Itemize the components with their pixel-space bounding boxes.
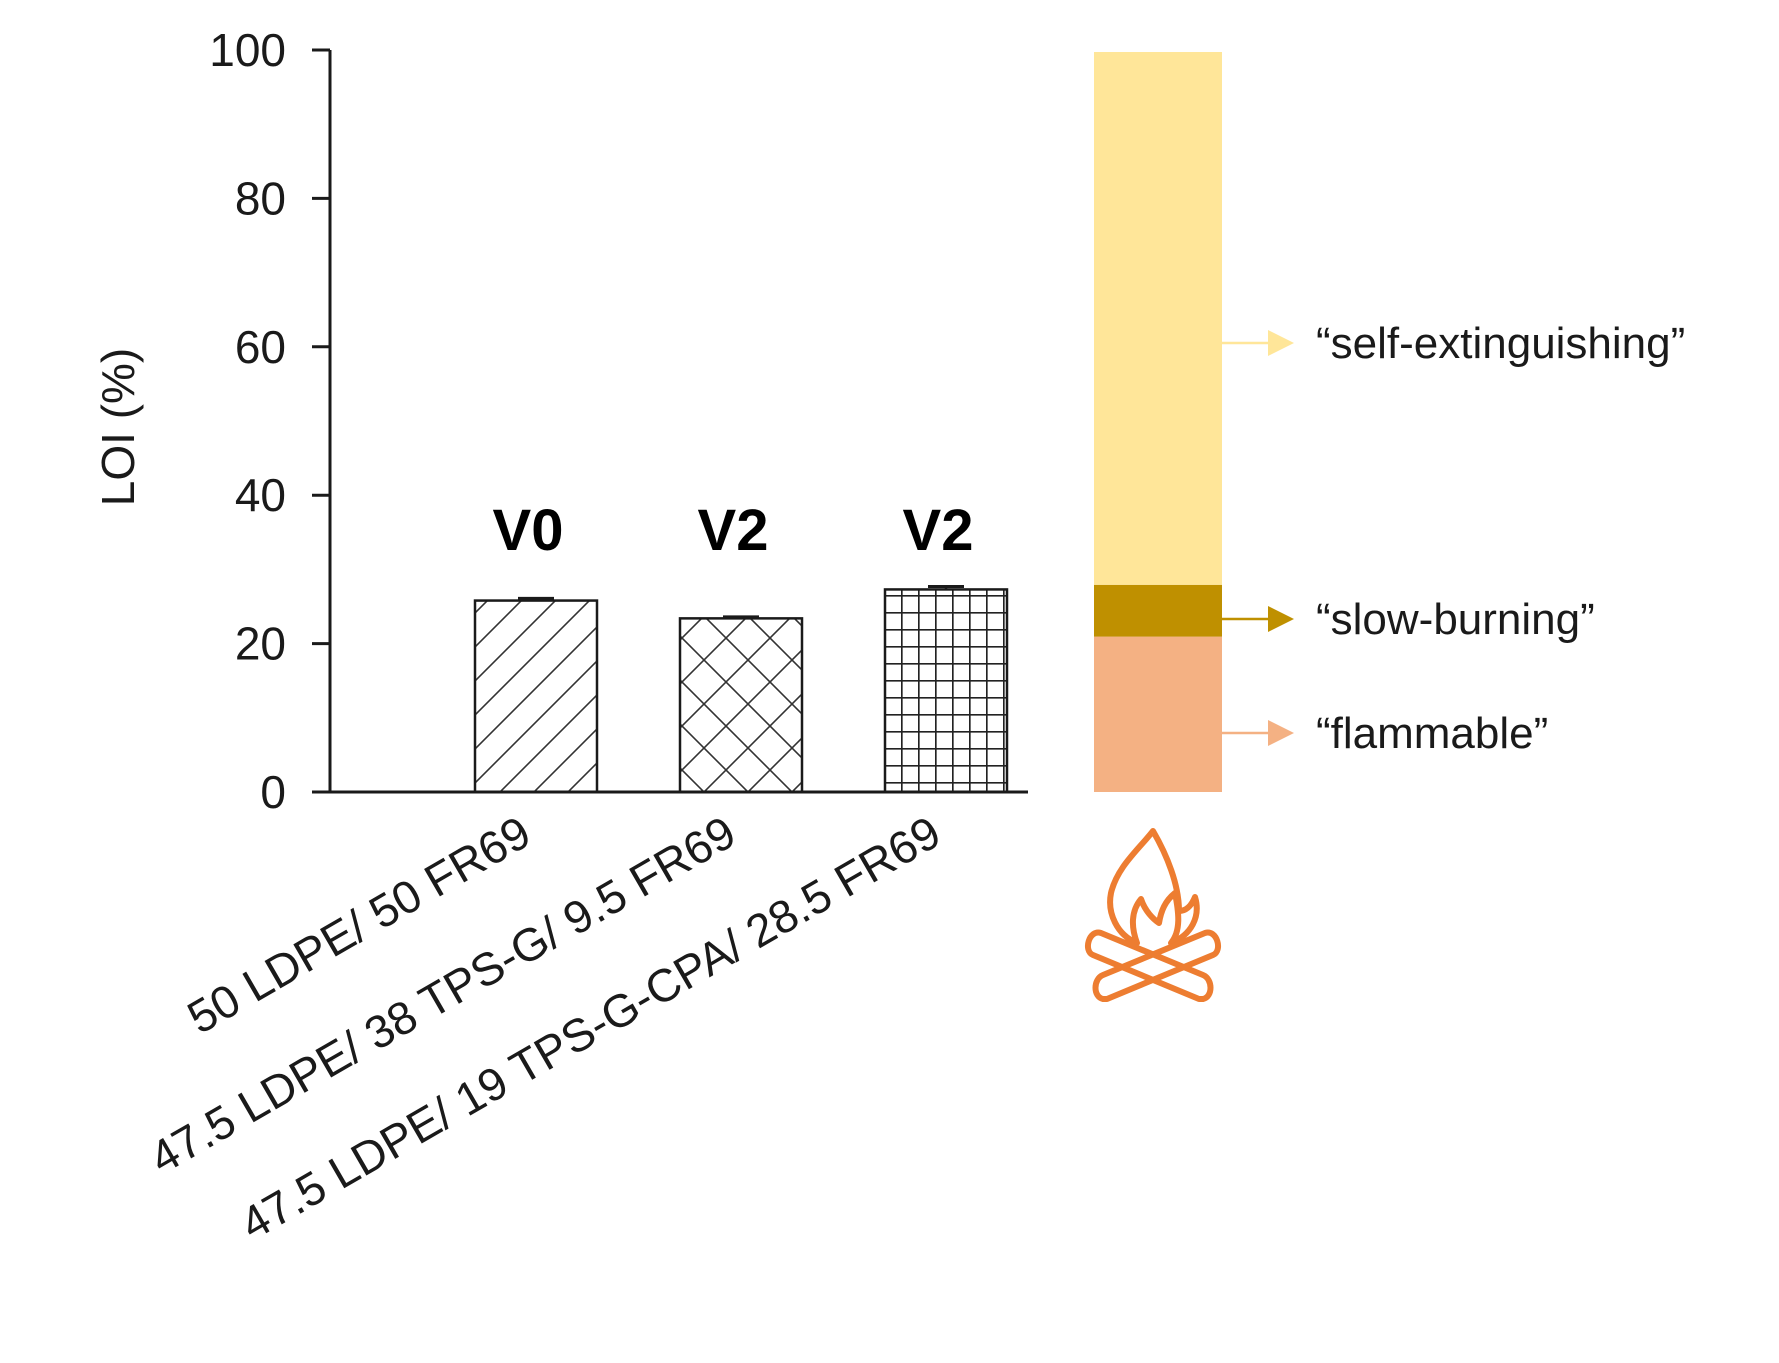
y-tick-label-5: 100 (209, 24, 286, 76)
y-axis-title: LOI (%) (92, 348, 144, 506)
y-tick-label-1: 20 (235, 618, 286, 670)
y-tick-label-3: 60 (235, 321, 286, 373)
y-ticks: 0 20 40 60 80 100 (209, 24, 330, 818)
bar-1 (678, 617, 804, 794)
bar-0 (473, 599, 599, 794)
zone-arrow-head-0 (1268, 720, 1294, 746)
ratings: V0 V2 V2 (493, 498, 974, 563)
plot-area: 0 20 40 60 80 100 LOI (%) V0 V2 V2 50 LDPE/ 50 … (92, 24, 1028, 1250)
flame-outer-icon (1107, 828, 1200, 946)
zone-label-1: “slow-burning” (1316, 595, 1595, 644)
zone-label-0: “flammable” (1316, 709, 1548, 758)
campfire-icon (1084, 828, 1222, 1002)
zone-0 (1094, 636, 1222, 792)
flammability-labels: “flammable” “slow-burning” “self-extinguis… (1222, 319, 1685, 758)
category-label-0: 50 LDPE/ 50 FR69 (179, 806, 539, 1044)
log-right-icon (1092, 929, 1222, 1002)
zone-arrow-head-1 (1268, 606, 1294, 632)
zone-arrow-head-2 (1268, 330, 1294, 356)
rating-label-0: V0 (493, 498, 564, 563)
flammability-scale (1094, 52, 1222, 792)
rating-label-1: V2 (698, 498, 769, 563)
rating-label-2: V2 (903, 498, 974, 563)
bars (473, 584, 1009, 794)
bar-2 (883, 588, 1009, 794)
zone-label-2: “self-extinguishing” (1316, 319, 1685, 368)
log-left-icon (1084, 929, 1214, 1002)
zone-2 (1094, 52, 1222, 585)
zone-1 (1094, 584, 1222, 637)
y-tick-label-4: 80 (235, 172, 286, 224)
y-tick-label-2: 40 (235, 469, 286, 521)
y-tick-label-0: 0 (260, 766, 286, 818)
